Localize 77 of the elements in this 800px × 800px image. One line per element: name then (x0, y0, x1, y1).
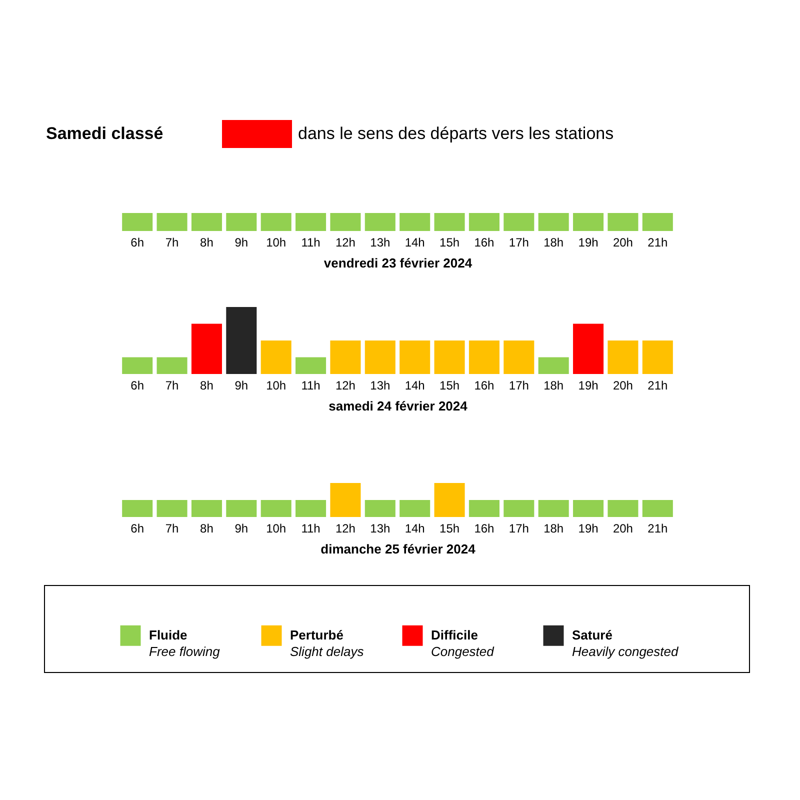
bar (504, 340, 534, 374)
x-tick-label: 14h (404, 378, 425, 392)
bar (330, 340, 361, 374)
legend-label: Perturbé (290, 628, 344, 643)
x-tick-label: 17h (508, 522, 529, 536)
x-tick-label: 7h (165, 378, 179, 392)
bar (122, 357, 153, 374)
legend-label: Fluide (149, 628, 188, 643)
x-axis-title: samedi 24 février 2024 (328, 398, 468, 414)
chart-subtitle: dans le sens des départs vers les stations (298, 124, 614, 144)
x-tick-label: 12h (335, 378, 356, 392)
bar (538, 357, 569, 374)
x-tick-label: 8h (200, 522, 214, 536)
legend-label: Saturé (572, 628, 612, 643)
x-tick-label: 9h (234, 378, 248, 392)
text: Slight delays (290, 644, 364, 659)
x-tick-label: 10h (266, 522, 286, 536)
x-tick-label: 11h (301, 522, 320, 536)
x-tick-label: 13h (370, 378, 390, 392)
x-tick-label: 17h (508, 236, 529, 250)
x-tick-label: 16h (474, 378, 494, 392)
x-tick-label: 7h (165, 236, 179, 250)
x-tick-label: 21h (648, 378, 668, 392)
x-tick-label: 19h (578, 522, 598, 536)
x-tick-label: 21h (648, 522, 668, 536)
x-tick-label: 18h (544, 378, 564, 392)
x-tick-label: 12h (335, 236, 356, 250)
x-tick-label: 18h (544, 522, 564, 536)
x-tick-label: 12h (335, 522, 356, 536)
x-axis-title: vendredi 23 février 2024 (324, 256, 473, 270)
x-tick-label: 17h (508, 378, 529, 392)
bar (226, 307, 257, 374)
x-tick-label: 14h (404, 522, 425, 536)
x-tick-label: 7h (165, 522, 179, 536)
x-tick-label: 9h (234, 236, 248, 250)
bar (260, 340, 292, 374)
x-tick-label: 10h (266, 378, 286, 392)
x-tick-label: 10h (266, 236, 286, 250)
x-tick-label: 15h (440, 236, 460, 250)
x-tick-label: 15h (440, 378, 460, 392)
x-tick-label: 16h (474, 236, 494, 250)
text: Heavily congested (572, 644, 678, 659)
x-tick-label: 20h (612, 236, 633, 250)
bar (573, 324, 604, 374)
x-tick-label: 11h (301, 378, 320, 392)
bar (156, 357, 188, 374)
x-tick-label: 11h (301, 236, 320, 250)
x-tick-label: 20h (612, 522, 633, 536)
x-tick-label: 16h (474, 522, 494, 536)
x-tick-label: 8h (200, 378, 214, 392)
x-tick-label: 21h (648, 236, 668, 250)
x-tick-label: 18h (544, 236, 564, 250)
x-tick-label: 19h (578, 378, 598, 392)
x-axis-title: dimanche 25 février 2024 (320, 542, 476, 556)
x-tick-label: 19h (578, 236, 598, 250)
x-tick-label: 13h (370, 236, 390, 250)
x-tick-label: 14h (404, 236, 425, 250)
bar (400, 340, 430, 374)
x-tick-label: 9h (234, 522, 248, 536)
x-tick-label: 13h (370, 522, 390, 536)
text: Congested (431, 644, 494, 659)
bar (296, 357, 326, 374)
bar (608, 340, 638, 374)
legend-label: Difficile (431, 628, 478, 643)
bar (364, 340, 396, 374)
bar (468, 340, 500, 374)
x-tick-label: 8h (200, 236, 214, 250)
chart-title: Samedi classé (46, 124, 164, 144)
x-tick-label: 6h (130, 378, 144, 392)
bar (434, 340, 465, 374)
bar (642, 340, 673, 374)
x-tick-label: 15h (440, 522, 460, 536)
text: Free flowing (149, 644, 220, 659)
bar (191, 324, 222, 374)
x-tick-label: 6h (130, 236, 144, 250)
x-tick-label: 20h (612, 378, 633, 392)
x-tick-label: 6h (130, 522, 144, 536)
